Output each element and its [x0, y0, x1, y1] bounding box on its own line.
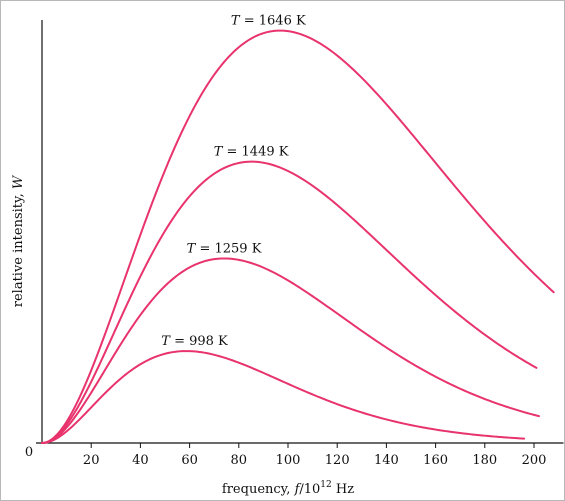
- y-axis-label: relative intensity, W: [11, 174, 26, 307]
- curve-998k: [41, 350, 526, 444]
- x-tick-label: 40: [132, 453, 149, 468]
- x-tick-label: 160: [423, 453, 448, 468]
- x-tick-label: 140: [374, 453, 399, 468]
- curve-1259k: [41, 257, 540, 444]
- curve-1449k: [41, 160, 538, 444]
- curves: [41, 29, 555, 444]
- x-tick-label: 80: [231, 453, 248, 468]
- series-label-1646k: T = 1646 K: [231, 14, 306, 29]
- axes: [36, 20, 564, 444]
- series-label-1259k: T = 1259 K: [187, 241, 262, 256]
- x-tick-label: 180: [472, 453, 497, 468]
- x-tick-label: 100: [276, 453, 301, 468]
- series-labels: T = 1646 K T = 1449 K T = 1259 K T = 998 K: [161, 14, 306, 349]
- x-tick-label: 120: [325, 453, 350, 468]
- x-tick-label: 20: [83, 453, 100, 468]
- series-label-998k: T = 998 K: [161, 334, 228, 349]
- x-tick-label: 200: [522, 453, 547, 468]
- x-ticks: 20 40 60 80 100 120 140 160 180 200: [83, 443, 546, 468]
- curve-1646k: [41, 29, 555, 444]
- x-axis-label: frequency, f/1012 Hz: [222, 480, 354, 497]
- origin-zero-label: 0: [25, 445, 33, 460]
- series-label-1449k: T = 1449 K: [214, 145, 289, 160]
- x-tick-label: 60: [181, 453, 198, 468]
